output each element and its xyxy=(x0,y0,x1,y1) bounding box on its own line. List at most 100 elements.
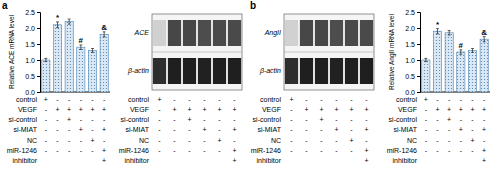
table-symbol: - xyxy=(103,96,106,103)
table-symbol: - xyxy=(56,116,59,123)
table-symbol: + xyxy=(459,126,463,133)
x-axis-line xyxy=(40,92,110,93)
table-symbol: - xyxy=(350,96,353,103)
error-bar-part xyxy=(80,45,81,49)
blot-panel: ACEβ-actincontrol+-----VEGF-+++++si-cont… xyxy=(119,14,242,164)
table-symbol: - xyxy=(45,147,48,154)
table-symbol: - xyxy=(425,106,428,113)
tick-mark xyxy=(417,12,420,13)
table-symbol: - xyxy=(305,147,308,154)
tick: 2.0 xyxy=(25,25,40,32)
table-symbol: + xyxy=(364,106,368,113)
table-symbol: - xyxy=(460,96,463,103)
table-symbol: - xyxy=(483,137,486,144)
row-label: si-MIAT xyxy=(125,126,149,133)
bar-panel: 0.00.51.01.52.02.5*#&Relative ACE mRNA l… xyxy=(2,0,110,164)
table-symbol: - xyxy=(425,137,428,144)
table-symbol: - xyxy=(173,147,176,154)
blot-band xyxy=(213,58,226,84)
blot-band xyxy=(360,58,373,84)
table-symbol: + xyxy=(79,106,83,113)
table-symbol: - xyxy=(436,96,439,103)
condition-table: control+-----VEGF-+++++si-control--+---s… xyxy=(387,96,487,164)
table-symbol: - xyxy=(320,96,323,103)
error-bar-part xyxy=(44,61,47,62)
blot-row xyxy=(153,20,241,46)
tick-mark xyxy=(37,60,40,61)
table-symbol: - xyxy=(320,126,323,133)
table-symbol: - xyxy=(68,96,71,103)
table-symbol: - xyxy=(233,137,236,144)
table-symbol: - xyxy=(103,137,106,144)
table-symbol: - xyxy=(91,147,94,154)
error-bar-part xyxy=(471,48,474,49)
tick-label: 0.5 xyxy=(405,73,415,80)
error-bar-part xyxy=(437,29,438,34)
blot-band xyxy=(285,58,298,84)
table-symbol: - xyxy=(188,137,191,144)
table-symbol: - xyxy=(56,126,59,133)
tick: 1.5 xyxy=(25,41,40,48)
row-label: si-control xyxy=(121,116,150,123)
tick-mark xyxy=(37,28,40,29)
table-symbol: - xyxy=(173,126,176,133)
table-symbol: + xyxy=(435,106,439,113)
table-symbol: - xyxy=(290,116,293,123)
tick-label: 1.0 xyxy=(25,57,35,64)
error-bar xyxy=(448,31,451,35)
row-label: inhibitor xyxy=(12,157,37,164)
table-symbol: - xyxy=(218,126,221,133)
tick-mark xyxy=(37,92,40,93)
table-symbol: - xyxy=(173,116,176,123)
table-symbol: + xyxy=(55,106,59,113)
bar xyxy=(65,22,73,92)
condition-table: control+-----VEGF-+++++si-control--+---s… xyxy=(251,96,369,164)
table-symbol: - xyxy=(45,106,48,113)
table-symbol: + xyxy=(102,126,106,133)
row-label: inhibitor xyxy=(256,157,281,164)
row-label: si-control xyxy=(253,116,282,123)
table-symbol: - xyxy=(350,116,353,123)
annotation: * xyxy=(56,13,60,22)
blot-panel: AngIIβ-actinbcontrol+-----VEGF-+++++si-c… xyxy=(250,0,374,164)
table-symbol: - xyxy=(80,96,83,103)
row-label: control xyxy=(128,96,149,103)
table-symbol: + xyxy=(217,137,221,144)
tick: 2.0 xyxy=(405,25,420,32)
tick-label: 1.5 xyxy=(25,41,35,48)
tick: 2.5 xyxy=(405,9,420,16)
error-bar-part xyxy=(45,58,46,61)
table-symbol: - xyxy=(188,147,191,154)
table-symbol: - xyxy=(335,137,338,144)
table-symbol: - xyxy=(233,96,236,103)
table-symbol: - xyxy=(471,126,474,133)
table-symbol: + xyxy=(187,106,191,113)
error-bar-part xyxy=(79,49,82,50)
table-symbol: - xyxy=(91,126,94,133)
table-symbol: - xyxy=(45,116,48,123)
table-symbol: + xyxy=(482,157,486,164)
tick: 0.5 xyxy=(405,73,420,80)
row-label: miR-1246 xyxy=(387,147,417,154)
tick: 0.5 xyxy=(25,73,40,80)
bar xyxy=(77,47,85,92)
blot-band xyxy=(168,58,181,84)
tick: 1.5 xyxy=(405,41,420,48)
blot-band xyxy=(315,20,328,46)
blot-label: ACE xyxy=(134,29,150,36)
blot-band xyxy=(198,58,211,84)
table-symbol: - xyxy=(483,96,486,103)
annotation: # xyxy=(459,41,464,50)
row-label: si-MIAT xyxy=(393,126,417,133)
bar xyxy=(100,34,108,92)
table-symbol: - xyxy=(365,96,368,103)
table-symbol: + xyxy=(482,106,486,113)
table-symbol: - xyxy=(45,137,48,144)
table-symbol: - xyxy=(471,147,474,154)
row-label: control xyxy=(260,96,281,103)
blot-label: β-actin xyxy=(259,67,281,75)
blot-band xyxy=(213,20,226,46)
table-symbol: - xyxy=(436,147,439,154)
table-symbol: - xyxy=(483,116,486,123)
y-axis-title: Relative ACE mRNA level xyxy=(8,14,15,89)
